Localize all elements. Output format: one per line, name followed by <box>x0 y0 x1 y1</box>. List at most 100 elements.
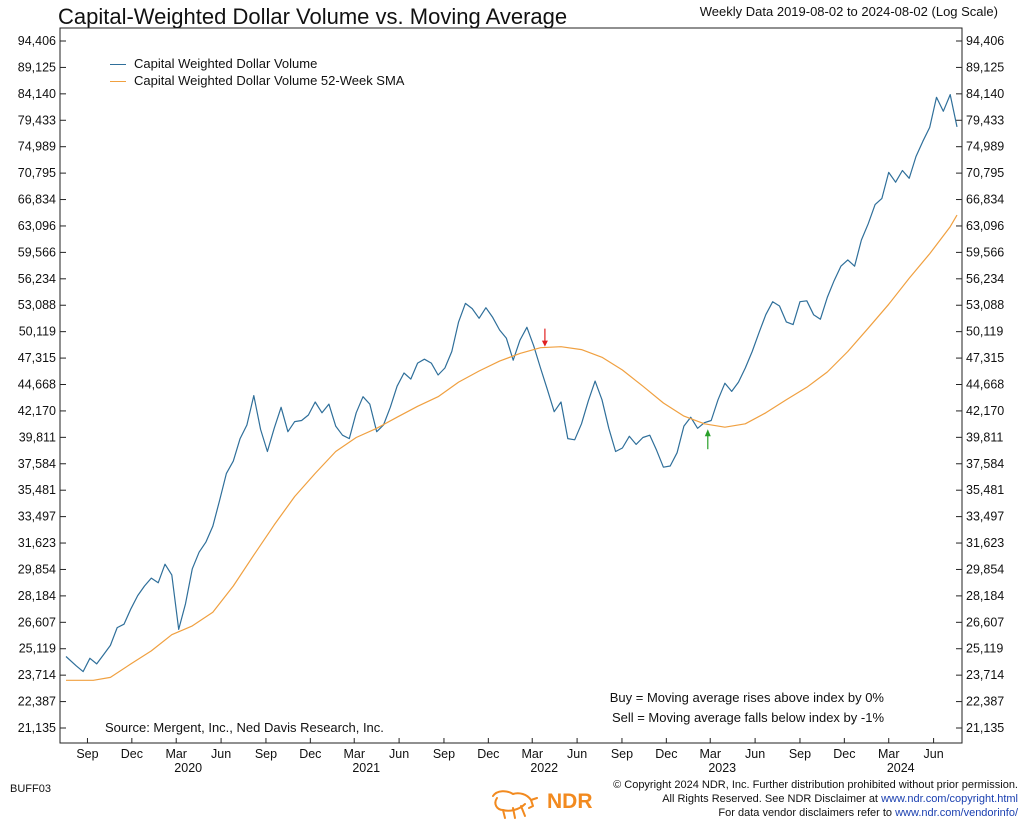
y-tick-label-right: 37,584 <box>966 457 1004 471</box>
y-tick-label-right: 31,623 <box>966 536 1004 550</box>
y-tick-label-left: 47,315 <box>18 351 56 365</box>
x-tick-label: Jun <box>389 747 409 761</box>
x-tick-label: Sep <box>76 747 98 761</box>
x-year-label: 2023 <box>708 761 736 775</box>
y-tick-label-right: 25,119 <box>966 642 1003 656</box>
legend-swatch-main <box>110 64 126 65</box>
source-note: Source: Mergent, Inc., Ned Davis Researc… <box>105 720 384 735</box>
y-tick-label-left: 37,584 <box>18 457 56 471</box>
y-tick-label-left: 42,170 <box>18 404 56 418</box>
y-tick-label-right: 21,135 <box>966 721 1004 735</box>
legend-label-main: Capital Weighted Dollar Volume <box>134 56 318 71</box>
ndr-bull-icon <box>492 790 538 819</box>
y-tick-label-left: 26,607 <box>18 615 56 629</box>
y-tick-label-left: 22,387 <box>18 695 56 709</box>
x-tick-label: Mar <box>878 747 900 761</box>
y-tick-label-left: 79,433 <box>18 113 56 127</box>
y-tick-label-left: 31,623 <box>18 536 56 550</box>
legend-label-sma: Capital Weighted Dollar Volume 52-Week S… <box>134 73 405 88</box>
y-tick-label-left: 28,184 <box>18 589 56 603</box>
y-tick-label-right: 56,234 <box>966 272 1004 286</box>
copyright-text-3: For data vendor disclaimers refer to <box>718 807 896 819</box>
x-tick-label: Sep <box>789 747 811 761</box>
y-tick-label-left: 35,481 <box>18 483 56 497</box>
y-tick-label-right: 84,140 <box>966 87 1004 101</box>
y-tick-label-right: 59,566 <box>966 245 1004 259</box>
copyright-line-2: All Rights Reserved. See NDR Disclaimer … <box>662 793 1018 805</box>
y-tick-label-right: 70,795 <box>966 166 1004 180</box>
chart-subtitle: Weekly Data 2019-08-02 to 2024-08-02 (Lo… <box>699 4 998 19</box>
y-tick-label-right: 63,096 <box>966 219 1004 233</box>
y-tick-label-left: 25,119 <box>19 642 56 656</box>
y-tick-label-right: 28,184 <box>966 589 1004 603</box>
y-tick-label-left: 66,834 <box>18 193 56 207</box>
buy-rule: Buy = Moving average rises above index b… <box>609 690 884 705</box>
series-line-sma <box>66 214 958 681</box>
y-tick-label-right: 23,714 <box>966 668 1004 682</box>
y-tick-label-left: 50,119 <box>19 325 56 339</box>
chart-code: BUFF03 <box>10 783 51 795</box>
y-tick-label-left: 23,714 <box>18 668 56 682</box>
plot-frame <box>59 27 963 744</box>
x-tick-label: Mar <box>521 747 543 761</box>
series-line-dollar-volume <box>65 94 958 673</box>
y-tick-label-right: 39,811 <box>966 430 1003 444</box>
y-tick-label-right: 53,088 <box>966 298 1004 312</box>
x-year-label: 2020 <box>174 761 202 775</box>
copyright-line-3: For data vendor disclaimers refer to www… <box>718 807 1018 819</box>
y-tick-label-left: 39,811 <box>19 430 56 444</box>
y-tick-label-left: 21,135 <box>18 721 56 735</box>
y-tick-label-left: 63,096 <box>18 219 56 233</box>
y-tick-label-right: 47,315 <box>966 351 1004 365</box>
y-tick-label-left: 89,125 <box>18 60 56 74</box>
y-tick-label-left: 53,088 <box>18 298 56 312</box>
x-tick-label: Jun <box>211 747 231 761</box>
y-tick-label-right: 33,497 <box>966 510 1004 524</box>
x-tick-label: Jun <box>745 747 765 761</box>
x-year-label: 2022 <box>530 761 558 775</box>
x-tick-label: Jun <box>924 747 944 761</box>
ndr-logo-text: NDR <box>547 790 593 813</box>
y-tick-label-right: 79,433 <box>966 113 1004 127</box>
y-tick-label-left: 33,497 <box>18 510 56 524</box>
y-tick-label-right: 22,387 <box>966 695 1004 709</box>
y-tick-label-right: 66,834 <box>966 193 1004 207</box>
y-tick-label-right: 74,989 <box>966 140 1004 154</box>
y-tick-label-left: 74,989 <box>18 140 56 154</box>
y-tick-label-left: 70,795 <box>18 166 56 180</box>
x-tick-label: Sep <box>433 747 455 761</box>
y-tick-label-right: 35,481 <box>966 483 1004 497</box>
x-year-label: 2021 <box>352 761 380 775</box>
x-tick-label: Mar <box>165 747 187 761</box>
y-tick-label-right: 50,119 <box>966 325 1003 339</box>
buy-signal-arrow <box>704 429 711 450</box>
sell-signal-arrow <box>541 328 548 347</box>
y-tick-label-right: 44,668 <box>966 378 1004 392</box>
y-tick-label-right: 26,607 <box>966 615 1004 629</box>
vendor-info-link[interactable]: www.ndr.com/vendorinfo/ <box>895 807 1018 819</box>
x-tick-label: Dec <box>833 747 855 761</box>
x-tick-label: Dec <box>299 747 321 761</box>
copyright-line-1: © Copyright 2024 NDR, Inc. Further distr… <box>613 779 1018 791</box>
x-tick-label: Sep <box>255 747 277 761</box>
x-tick-label: Dec <box>655 747 677 761</box>
x-tick-label: Mar <box>699 747 721 761</box>
copyright-link[interactable]: www.ndr.com/copyright.html <box>881 793 1018 805</box>
y-tick-label-left: 94,406 <box>18 34 56 48</box>
x-tick-label: Mar <box>343 747 365 761</box>
x-tick-label: Sep <box>611 747 633 761</box>
y-tick-label-right: 89,125 <box>966 60 1004 74</box>
legend-swatch-sma <box>110 81 126 82</box>
y-tick-label-left: 59,566 <box>18 245 56 259</box>
y-tick-label-left: 56,234 <box>18 272 56 286</box>
y-tick-label-right: 42,170 <box>966 404 1004 418</box>
chart-title: Capital-Weighted Dollar Volume vs. Movin… <box>58 4 568 29</box>
x-year-label: 2024 <box>887 761 915 775</box>
y-tick-label-right: 29,854 <box>966 562 1004 576</box>
y-tick-label-left: 44,668 <box>18 378 56 392</box>
y-tick-label-left: 29,854 <box>18 562 56 576</box>
x-tick-label: Jun <box>567 747 587 761</box>
copyright-text-2: All Rights Reserved. See NDR Disclaimer … <box>662 793 882 805</box>
y-tick-label-left: 84,140 <box>18 87 56 101</box>
